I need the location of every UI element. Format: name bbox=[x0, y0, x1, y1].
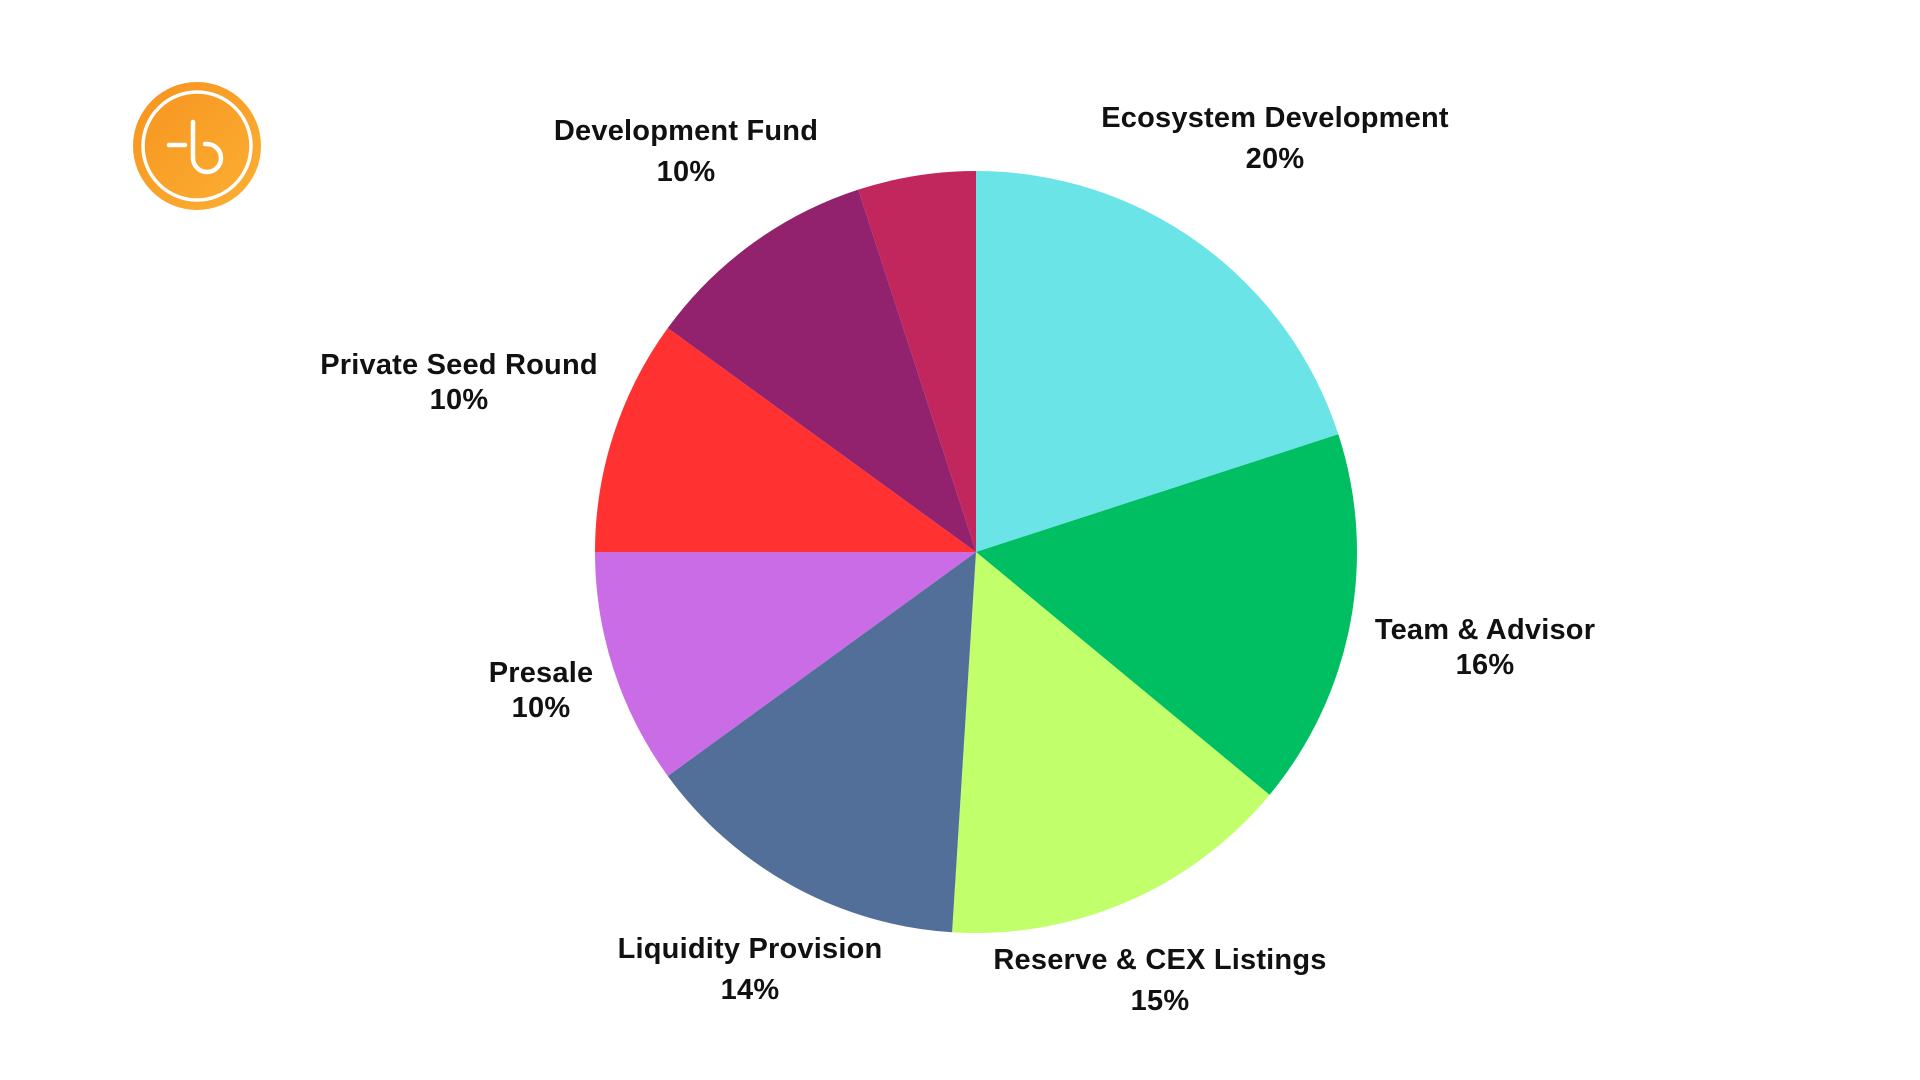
label-name: Development Fund bbox=[553, 115, 819, 147]
pie-slice-private-seed-round bbox=[595, 328, 976, 552]
label-percent: 10% bbox=[656, 156, 716, 188]
label-name: Ecosystem Development bbox=[1101, 102, 1449, 134]
label-ecosystem-development: Ecosystem Development 20% bbox=[1101, 98, 1449, 180]
label-name: Reserve & CEX Listings bbox=[993, 944, 1327, 976]
b-coin-logo-icon bbox=[133, 82, 261, 210]
label-liquidity-provision: Liquidity Provision 14% bbox=[618, 929, 883, 1011]
pie-slice-presale bbox=[595, 552, 976, 776]
label-percent: 15% bbox=[1130, 985, 1190, 1017]
label-reserve-cex-listings: Reserve & CEX Listings 15% bbox=[993, 940, 1326, 1022]
pie-slice-liquidity-provision bbox=[667, 552, 976, 933]
label-name: Liquidity Provision bbox=[617, 933, 883, 965]
label-percent: 14% bbox=[720, 974, 780, 1006]
label-name: Private Seed Round bbox=[320, 349, 598, 381]
pie-slice-team-advisor bbox=[976, 434, 1358, 795]
label-team-advisor: Team & Advisor 16% bbox=[1375, 613, 1595, 683]
pie-slice-ecosystem-development bbox=[976, 171, 1339, 552]
label-percent: 20% bbox=[1245, 143, 1305, 175]
label-name: Team & Advisor bbox=[1374, 614, 1596, 646]
pie-slice-reserve-cex-listings bbox=[952, 552, 1270, 933]
label-development-fund: Development Fund 10% bbox=[554, 111, 818, 193]
pie-slice-development-fund bbox=[667, 189, 976, 552]
label-percent: 10% bbox=[429, 384, 489, 416]
label-presale: Presale 10% bbox=[489, 656, 594, 726]
pie-slice-unlabeled bbox=[858, 171, 976, 552]
label-percent: 16% bbox=[1455, 649, 1515, 681]
label-percent: 10% bbox=[511, 692, 571, 724]
label-name: Presale bbox=[488, 657, 594, 689]
label-private-seed-round: Private Seed Round 10% bbox=[320, 348, 598, 418]
